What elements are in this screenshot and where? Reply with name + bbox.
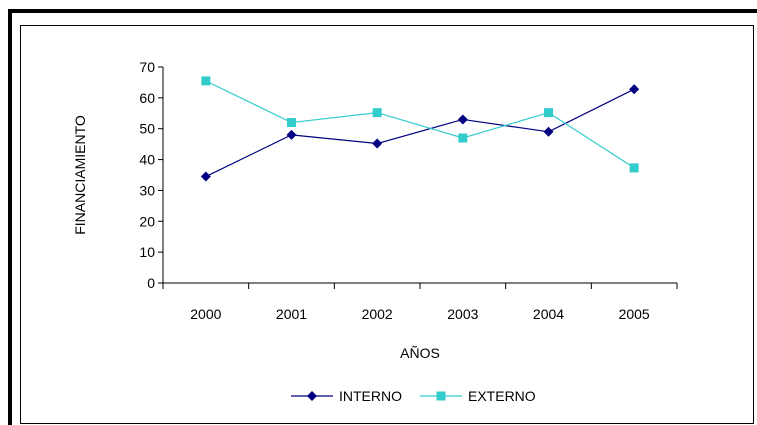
- axes: [162, 67, 677, 284]
- legend-marker: [436, 391, 446, 401]
- legend-item-interno: INTERNO: [291, 388, 402, 404]
- data-point-externo: [372, 108, 382, 118]
- y-tick-label: 30: [139, 182, 155, 198]
- y-tick-label: 0: [147, 275, 155, 291]
- data-point-externo: [287, 118, 296, 128]
- data-point-interno: [286, 129, 297, 140]
- y-tick-label: 60: [139, 90, 155, 106]
- legend-label: INTERNO: [339, 388, 402, 404]
- legend: INTERNO EXTERNO: [291, 388, 536, 404]
- chart-outer-frame: [8, 9, 757, 425]
- series-group: [200, 76, 640, 182]
- x-tick-label: 2003: [447, 306, 478, 322]
- y-tick-label: 10: [139, 244, 155, 260]
- data-point-interno: [629, 84, 640, 95]
- y-ticks: 0 10 20 30 40 50 60 70: [139, 59, 163, 291]
- legend-marker: [307, 391, 317, 401]
- series-externo: [201, 76, 639, 173]
- data-point-interno: [200, 171, 211, 182]
- series-interno: [200, 84, 640, 182]
- x-tick-label: 2004: [533, 306, 564, 322]
- y-tick-label: 40: [139, 152, 155, 168]
- y-tick-label: 70: [139, 59, 155, 75]
- data-point-interno: [543, 126, 554, 137]
- x-ticks: 2000 2001 2002 2003 2004 2005: [162, 283, 678, 322]
- x-tick-label: 2001: [276, 306, 307, 322]
- data-point-externo: [544, 108, 553, 118]
- data-point-externo: [458, 133, 468, 143]
- x-tick-label: 2005: [619, 306, 650, 322]
- legend-label: EXTERNO: [468, 388, 536, 404]
- x-axis-label: AÑOS: [400, 345, 440, 361]
- legend-item-externo: EXTERNO: [420, 388, 536, 404]
- series-line-externo: [205, 80, 635, 169]
- y-tick-label: 20: [139, 213, 155, 229]
- y-tick-label: 50: [139, 121, 155, 137]
- y-axis-label: FINANCIAMIENTO: [72, 115, 88, 235]
- data-point-externo: [629, 163, 639, 173]
- x-tick-label: 2000: [190, 306, 221, 322]
- data-point-externo: [201, 76, 211, 86]
- series-line-interno: [205, 88, 635, 178]
- data-point-interno: [457, 114, 468, 125]
- data-point-interno: [372, 138, 383, 149]
- x-tick-label: 2002: [362, 306, 393, 322]
